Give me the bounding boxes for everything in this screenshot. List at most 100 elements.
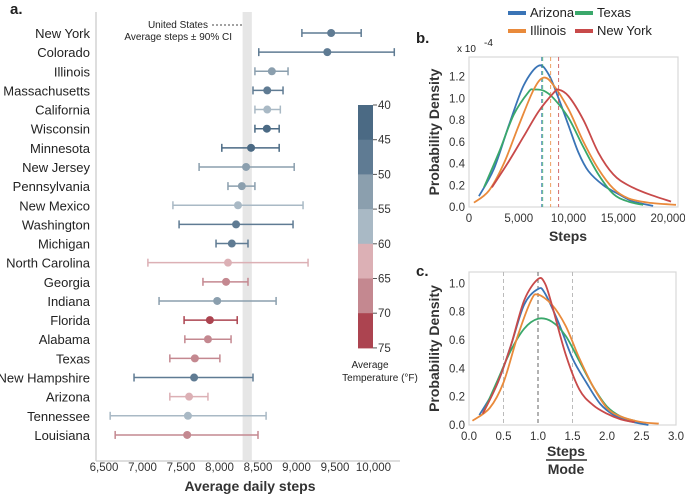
us-average-band [242, 12, 252, 460]
y-tick-label: 1.0 [449, 278, 465, 290]
state-label: Arizona [46, 390, 91, 405]
mean-point [263, 86, 272, 95]
y-tick-label: 0.8 [449, 115, 465, 127]
density-curve [481, 277, 635, 424]
mean-point [232, 220, 241, 229]
y-tick-label: 0.8 [449, 307, 465, 319]
state-label: Florida [50, 313, 91, 328]
legend-label: Arizona [530, 5, 575, 20]
state-label: California [35, 103, 91, 118]
state-label: Georgia [44, 275, 91, 290]
state-label: Washington [22, 217, 90, 232]
legend-swatch [508, 11, 526, 15]
x-axis-title: Average daily steps [185, 478, 316, 494]
x-tick-label: 0 [466, 213, 472, 225]
y-exponent: -4 [484, 38, 493, 49]
y-axis-title: Probability Density [426, 68, 442, 195]
x-tick-label: 9,000 [282, 462, 311, 474]
density-curve [473, 76, 677, 206]
x-tick-label: 10,000 [551, 213, 586, 225]
colorbar-tick-label: 50 [378, 169, 391, 181]
state-label: New Jersey [22, 160, 90, 175]
mean-point [183, 430, 192, 439]
state-label: New Mexico [19, 198, 90, 213]
x-tick-label: 7,500 [167, 462, 196, 474]
mean-point [223, 258, 232, 267]
state-label: Alabama [39, 332, 91, 347]
colorbar-bin [358, 278, 373, 314]
x-tick-label: 8,000 [205, 462, 234, 474]
colorbar-tick-label: 60 [378, 239, 391, 251]
density-curve [478, 287, 649, 426]
panel-b: 0 5,000 10,000 15,000 20,000 0.0 0.2 0.4 0.6 0.8 1… [416, 5, 685, 244]
y-tick-label: 1.2 [449, 72, 465, 84]
y-tick-label: 0.0 [449, 202, 465, 214]
mean-point [205, 316, 214, 325]
colorbar-title: Average [351, 360, 389, 371]
colorbar-bin [358, 174, 373, 210]
y-tick-label: 0.2 [449, 392, 465, 404]
x-tick-label: 7,000 [128, 462, 157, 474]
x-tick-label: 3.0 [668, 431, 684, 443]
legend-swatch [575, 11, 593, 15]
x-tick-label: 20,000 [650, 213, 685, 225]
colorbar-tick-label: 75 [378, 343, 391, 355]
y-multiplier: x 10 [457, 44, 476, 55]
colorbar-bin [358, 139, 373, 175]
colorbar-bin [358, 243, 373, 279]
state-label: Pennsylvania [13, 179, 91, 194]
x-tick-label: 2.5 [634, 431, 650, 443]
legend-label: Illinois [530, 23, 567, 38]
x-tick-label: 10,000 [356, 462, 391, 474]
y-tick-label: 0.2 [449, 180, 465, 192]
state-label: Louisiana [34, 428, 90, 443]
mean-point [213, 296, 222, 305]
colorbar-bin [358, 313, 373, 349]
mean-point [190, 373, 199, 382]
state-label: Colorado [37, 45, 90, 60]
state-label: Minnesota [30, 141, 91, 156]
colorbar-tick-label: 45 [378, 135, 391, 147]
mean-point [323, 48, 332, 57]
state-label: New York [35, 26, 90, 41]
panel-label: b. [416, 30, 429, 47]
x-tick-label: 5,000 [504, 213, 533, 225]
mean-point [233, 201, 242, 210]
mean-point [262, 124, 271, 133]
x-tick-label: 2.0 [599, 431, 615, 443]
plot-frame [468, 56, 679, 208]
mean-point [227, 239, 236, 248]
mean-point [327, 29, 336, 37]
y-tick-label: 0.4 [449, 159, 466, 171]
y-tick-label: 1.0 [449, 93, 465, 105]
mean-point [263, 105, 272, 114]
mean-point [203, 335, 212, 344]
state-label: Indiana [47, 294, 90, 309]
x-tick-label: 1.0 [530, 431, 546, 443]
y-axis-title: Probability Density [426, 285, 442, 412]
x-tick-label: 9,500 [321, 462, 350, 474]
x-tick-label: 0.5 [496, 431, 512, 443]
state-label: Michigan [38, 237, 90, 252]
state-label: New Hampshire [0, 371, 90, 386]
state-label: North Carolina [6, 256, 91, 271]
mean-point [190, 354, 199, 363]
panel-label: c. [416, 263, 429, 280]
colorbar-title-2: Temperature (°F) [342, 373, 418, 384]
x-tick-label: 8,500 [244, 462, 273, 474]
colorbar-bin [358, 209, 373, 245]
legend-swatch [575, 29, 593, 33]
state-label: Texas [56, 351, 90, 366]
colorbar-tick-label: 65 [378, 274, 391, 286]
y-tick-label: 0.6 [449, 137, 465, 149]
mean-point [247, 143, 256, 152]
state-label: Massachusetts [3, 83, 90, 98]
colorbar-bin [358, 105, 373, 141]
x-axis-title-numerator: Steps [547, 443, 585, 459]
legend-swatch [508, 29, 526, 33]
x-axis-title-denominator: Mode [548, 461, 585, 477]
density-curve [471, 293, 659, 425]
density-curve [481, 317, 635, 422]
mean-point [237, 182, 246, 191]
